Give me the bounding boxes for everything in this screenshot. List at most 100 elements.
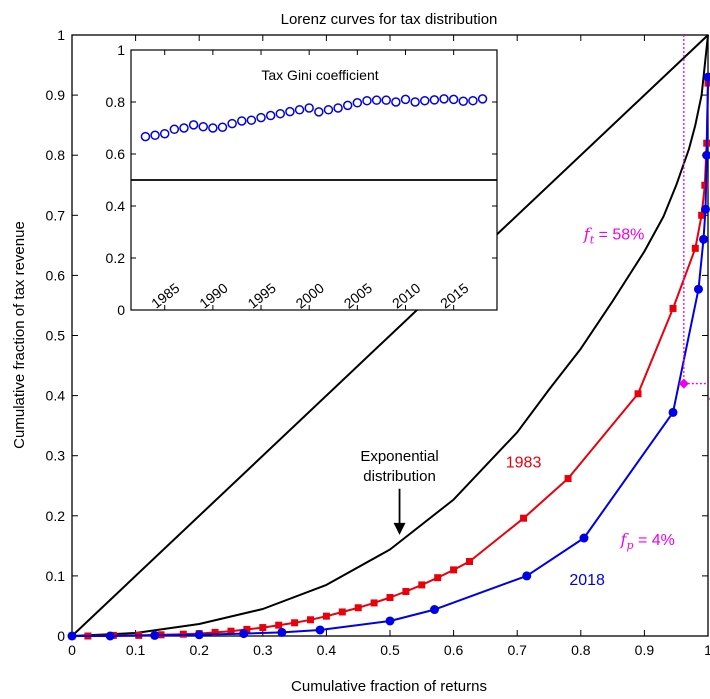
- inset-data-point: [400, 94, 411, 105]
- inset-data-point: [381, 95, 391, 105]
- inset-data-point: [159, 128, 170, 139]
- data-point-2018: [700, 204, 710, 214]
- inset-data-point: [391, 97, 401, 107]
- main-series-layer: [67, 34, 710, 641]
- inset-data-point: [448, 94, 459, 105]
- y-tick-label: 0.3: [46, 448, 66, 464]
- inset-data-point: [294, 105, 305, 115]
- inset-y-tick-label: 1: [117, 42, 125, 58]
- data-point-1983: [275, 621, 283, 629]
- x-tick-label: 1: [704, 642, 710, 658]
- data-point-2018: [430, 605, 440, 615]
- inset-data-point: [275, 108, 286, 119]
- data-point-1983: [227, 627, 235, 635]
- y-tick-label: 1: [57, 27, 65, 43]
- inset-y-tick-label: 0.6: [106, 146, 126, 162]
- data-point-1983: [466, 557, 473, 565]
- data-point-2018: [702, 150, 710, 160]
- x-tick-label: 0.7: [507, 642, 527, 658]
- data-point-1983: [701, 181, 709, 189]
- y-tick-label: 0.6: [46, 267, 66, 283]
- inset-data-point: [140, 131, 151, 142]
- data-point-1983: [243, 625, 251, 633]
- data-point-2018: [105, 631, 115, 641]
- chart-title: Lorenz curves for tax distribution: [281, 11, 498, 28]
- x-tick-label: 0.3: [253, 642, 273, 658]
- data-point-1983: [354, 604, 362, 612]
- inset-data-point: [352, 98, 363, 108]
- x-tick-label: 0.5: [380, 642, 400, 658]
- inset-data-point: [217, 122, 228, 132]
- data-point-2018: [385, 616, 395, 626]
- inset-data-point: [265, 110, 276, 121]
- series-line-curve-0: [71, 34, 709, 637]
- inset-data-point: [314, 107, 324, 117]
- inset-data-point: [150, 130, 160, 141]
- exponential-label-line2: distribution: [363, 468, 436, 485]
- data-point-2018: [699, 234, 709, 244]
- data-point-2018: [277, 627, 287, 637]
- data-point-1983: [691, 244, 699, 252]
- data-point-2018: [693, 284, 703, 294]
- data-point-2018: [703, 72, 710, 82]
- data-point-2018: [668, 407, 678, 417]
- data-point-1983: [634, 390, 642, 398]
- inset-data-point: [410, 97, 420, 107]
- x-tick-label: 0.1: [126, 642, 146, 658]
- inset-data-point: [420, 95, 430, 106]
- data-point-1983: [669, 304, 677, 312]
- data-point-1983: [698, 211, 706, 219]
- inset-data-point: [429, 95, 440, 105]
- inset-data-point: [169, 124, 180, 135]
- data-point-1983: [259, 624, 267, 632]
- inset-series-layer: [131, 94, 497, 181]
- inset-data-point: [227, 118, 237, 129]
- y-tick-label: 0.2: [46, 508, 66, 524]
- inset-data-point: [362, 95, 372, 106]
- exponential-arrow-head: [393, 522, 406, 535]
- data-point-1983: [307, 616, 314, 624]
- inset-title: Tax Gini coefficient: [261, 67, 378, 83]
- y-tick-label: 0.1: [46, 568, 66, 584]
- main-annotations: Exponential distribution 1983 2018 ft = 58% f…: [360, 35, 710, 589]
- inset-data-point: [468, 95, 478, 106]
- inset-data-point: [198, 121, 208, 132]
- inset-y-tick-label: 0.8: [106, 94, 126, 110]
- inset-y-tick-label: 0.2: [106, 250, 126, 266]
- ft-label: ft = 58%: [583, 224, 645, 246]
- inset-data-point: [179, 123, 189, 133]
- inset-data-point: [477, 94, 488, 104]
- y-tick-label: 0.5: [46, 328, 66, 344]
- x-tick-label: 0.8: [571, 642, 591, 658]
- data-point-1983: [338, 608, 346, 616]
- data-point-1983: [418, 581, 426, 589]
- data-point-1983: [370, 599, 378, 607]
- inset-data-point: [304, 103, 314, 113]
- y-tick-label: 0.4: [46, 388, 66, 404]
- data-point-1983: [520, 514, 528, 522]
- inset-data-point: [439, 94, 449, 104]
- data-point-2018: [239, 629, 249, 639]
- y-axis-label: Cumulative fraction of tax revenue: [11, 221, 28, 449]
- y-tick-label: 0.9: [46, 87, 66, 103]
- data-point-1983: [402, 588, 410, 596]
- data-point-1983: [211, 628, 219, 636]
- inset-data-point: [246, 115, 257, 125]
- y-tick-label: 0.8: [46, 147, 66, 163]
- inset-data-point: [256, 112, 266, 123]
- main-axis-ticks: 0 0.1 0.2 0.3 0.4 0.5 0.6 0.7 0.8 0.9 1 0 0.1 0.2 0.3 0…: [46, 27, 710, 658]
- x-tick-label: 0.6: [444, 642, 464, 658]
- data-point-2018: [67, 631, 77, 641]
- data-point-2018: [522, 571, 532, 581]
- inset-data-point: [188, 120, 199, 130]
- series-line-curve-1: [71, 34, 709, 637]
- x-tick-label: 0.4: [317, 642, 337, 658]
- data-point-2018: [150, 630, 160, 640]
- fp-label: fp = 4%: [620, 530, 675, 552]
- x-tick-label: 0: [68, 642, 76, 658]
- y-tick-label: 0: [57, 628, 65, 644]
- inset-data-point: [342, 100, 353, 111]
- data-point-2018: [194, 630, 204, 640]
- data-point-2018: [315, 625, 325, 635]
